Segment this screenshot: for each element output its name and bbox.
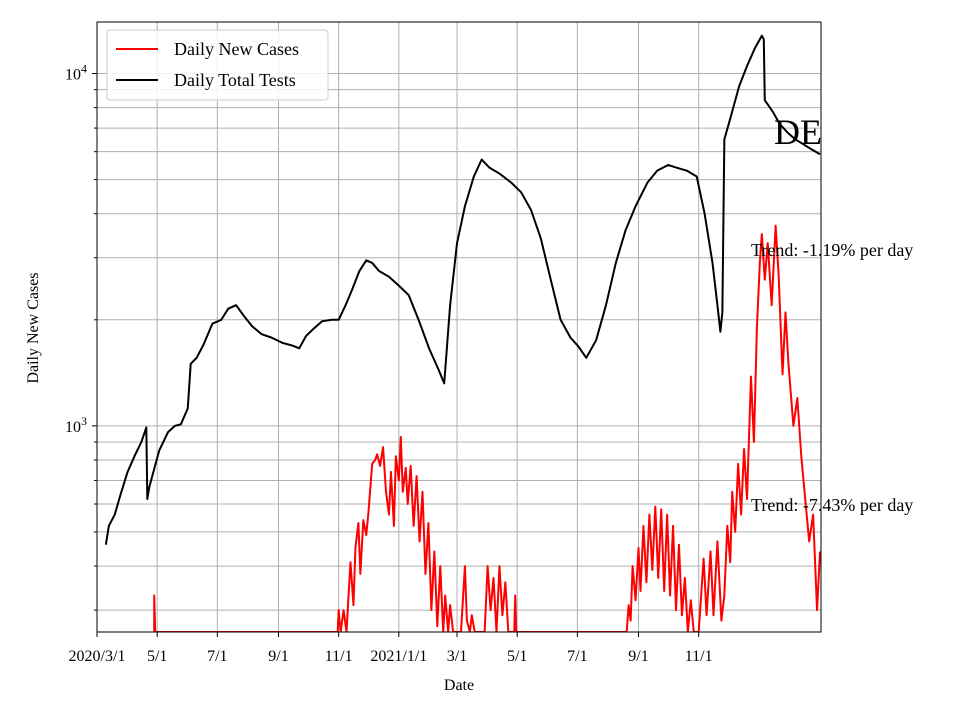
x-tick-label: 2021/1/1 <box>370 648 427 665</box>
y-tick-exponent: 3 <box>81 414 87 428</box>
legend-label-daily-total-tests: Daily Total Tests <box>174 70 296 90</box>
x-tick-label: 7/1 <box>207 648 227 665</box>
legend-box <box>106 29 329 101</box>
legend-label-daily-new-cases: Daily New Cases <box>174 39 299 59</box>
plot-frame <box>96 21 822 633</box>
x-tick-label: 2020/3/1 <box>69 648 126 665</box>
x-tick-label: 9/1 <box>268 648 288 665</box>
y-axis-label: Daily New Cases <box>25 272 42 383</box>
state-label: DE <box>774 112 822 152</box>
x-tick-label: 3/1 <box>447 648 467 665</box>
x-tick-label: 7/1 <box>567 648 587 665</box>
series-line-daily-total-tests <box>104 34 821 545</box>
legend: Daily New Cases Daily Total Tests <box>106 29 329 101</box>
axis-ticks: 2020/3/1 5/1 7/1 9/1 11/1 2021/1/1 3/1 5/1 7/1 9/… <box>65 61 713 665</box>
grid-lines <box>96 22 821 632</box>
y-tick-label: 103 <box>65 414 87 436</box>
x-tick-label: 5/1 <box>147 648 167 665</box>
trend-label-cases: Trend: -7.43% per day <box>751 495 913 515</box>
x-tick-label: 11/1 <box>685 648 713 665</box>
x-axis-label: Date <box>444 677 474 694</box>
trend-label-tests: Trend: -1.19% per day <box>751 240 913 260</box>
y-tick-exponent: 4 <box>81 61 87 75</box>
x-tick-label: 9/1 <box>628 648 648 665</box>
y-tick-base: 10 <box>65 419 81 436</box>
y-tick-base: 10 <box>65 66 81 83</box>
series-line-daily-new-cases <box>153 224 821 632</box>
y-tick-label: 104 <box>65 61 87 83</box>
x-tick-label: 11/1 <box>325 648 353 665</box>
x-tick-label: 5/1 <box>507 648 527 665</box>
series-lines <box>104 34 821 632</box>
